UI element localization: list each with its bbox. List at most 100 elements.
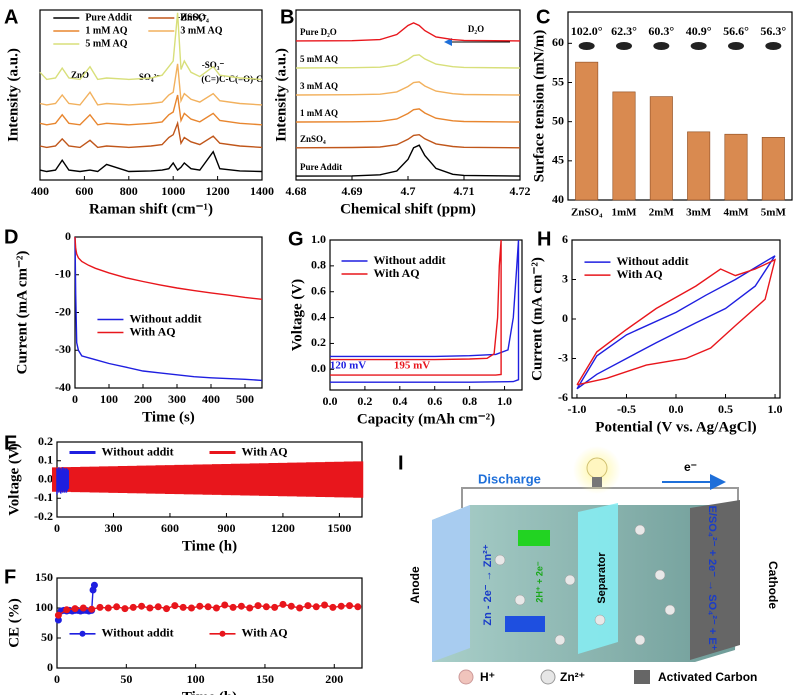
point <box>88 605 96 613</box>
y-axis-label: Current (mA cm⁻²) <box>14 251 30 375</box>
legend-label: ZnSO₄ <box>180 12 209 23</box>
cathode-slab <box>690 500 740 660</box>
point <box>262 603 270 611</box>
droplet <box>653 42 670 50</box>
x-axis-label: Time (h) <box>182 538 237 554</box>
molecule <box>505 616 545 632</box>
x-axis-label: Chemical shift (ppm) <box>340 201 476 217</box>
y-axis-label: Current (mA cm⁻²) <box>529 257 545 381</box>
legend-label: With AQ <box>129 324 175 338</box>
annotation: -SO₃⁻ <box>202 60 225 70</box>
x-tick-label: 0.0 <box>323 394 338 408</box>
point <box>90 581 98 589</box>
x-tick-label: 4.7 <box>401 184 416 198</box>
bar <box>761 137 785 201</box>
contact-angle: 102.0° <box>571 24 603 38</box>
droplet <box>728 42 744 50</box>
x-tick-label: 100 <box>100 392 118 406</box>
series-line <box>39 63 263 106</box>
x-tick-label: 0.5 <box>718 402 733 416</box>
molecules <box>505 530 550 632</box>
y-tick-label: 60 <box>552 35 564 49</box>
point <box>163 605 171 613</box>
y-tick-label: 0.0 <box>38 471 53 485</box>
y-axis-label: Intensity (a.u.) <box>273 48 289 142</box>
y-tick-label: 55 <box>552 74 564 88</box>
legend-label: Pure D₂O <box>300 27 337 37</box>
y-tick-label: 0 <box>65 229 71 243</box>
x-axis-label: Time (s) <box>142 409 195 425</box>
point <box>321 601 329 609</box>
y-tick-label: -30 <box>55 342 71 356</box>
legend-label: 3 mM AQ <box>300 81 338 91</box>
y-tick-label: -10 <box>55 267 71 281</box>
x-tick-label: 900 <box>217 521 235 535</box>
panel-label: E <box>4 432 17 454</box>
x-tick-label: 800 <box>120 184 138 198</box>
series-line <box>39 150 263 173</box>
plot-frame <box>39 9 263 181</box>
legend-label: Without addit <box>129 311 201 325</box>
annotation: (C=)C-C(=O)-C <box>201 74 262 84</box>
x-tick-label: 1400 <box>250 184 274 198</box>
point <box>337 602 345 610</box>
panel-label: I <box>398 452 404 474</box>
series-line <box>39 120 263 149</box>
legend-label: 3 mM AQ <box>180 25 222 36</box>
point <box>254 602 262 610</box>
bulb-base <box>592 477 602 487</box>
y-axis-label: Intensity (a.u.) <box>5 48 21 142</box>
separator-label: Separator <box>596 552 608 604</box>
point <box>96 603 104 611</box>
x-tick-label: 4.68 <box>286 184 307 198</box>
separator-slab <box>578 503 618 654</box>
legend-label: Without addit <box>102 444 174 458</box>
bar <box>612 91 636 201</box>
point <box>154 603 162 611</box>
y-tick-label: -3 <box>558 350 568 364</box>
x-tick-label: 100 <box>187 672 205 686</box>
point <box>196 602 204 610</box>
point <box>212 604 220 612</box>
point <box>121 605 129 613</box>
legend-label: Zn²⁺ <box>560 670 585 684</box>
x-tick-label: 4.72 <box>510 184 531 198</box>
point <box>287 602 295 610</box>
y-tick-label: 0.2 <box>311 335 326 349</box>
x-tick-label: 1000 <box>161 184 185 198</box>
annotation: D₂O <box>468 24 484 34</box>
legend-label: ZnSO₄ <box>300 134 326 144</box>
cathode-label: Cathode <box>766 561 780 609</box>
legend-label: With AQ <box>242 626 288 640</box>
panel-label: B <box>280 6 294 28</box>
point <box>104 604 112 612</box>
y-tick-label: 0.2 <box>38 434 53 448</box>
y-tick-label: -20 <box>55 304 71 318</box>
point <box>63 606 71 614</box>
x-tick-label: 0.4 <box>392 394 407 408</box>
x-tick-label: 600 <box>75 184 93 198</box>
molecule <box>518 530 550 546</box>
x-tick-label: 0.6 <box>427 394 442 408</box>
x-tick-label: 0 <box>54 672 60 686</box>
x-tick-label: 400 <box>202 392 220 406</box>
series-line <box>39 12 263 81</box>
panel-label: C <box>536 6 550 28</box>
x-tick-label: 0 <box>72 392 78 406</box>
panel-label: D <box>4 226 18 248</box>
x-axis-label: Potential (V vs. Ag/AgCl) <box>595 419 756 435</box>
droplet <box>765 42 782 50</box>
x-tick-label: 0.0 <box>669 402 684 416</box>
legend-label: 1 mM AQ <box>300 108 338 118</box>
y-tick-label: -6 <box>558 390 568 404</box>
legend-label: Pure Addit <box>300 162 342 172</box>
y-tick-label: 0.4 <box>311 309 326 323</box>
x-tick-label: 150 <box>256 672 274 686</box>
x-tick-label: -0.5 <box>617 402 636 416</box>
y-tick-label: 50 <box>552 113 564 127</box>
x-tick-label: 1500 <box>327 521 351 535</box>
panel-label: A <box>4 6 18 28</box>
x-tick-label: 1200 <box>206 184 230 198</box>
x-tick-label: 200 <box>325 672 343 686</box>
contact-angle: 56.6° <box>723 24 749 38</box>
